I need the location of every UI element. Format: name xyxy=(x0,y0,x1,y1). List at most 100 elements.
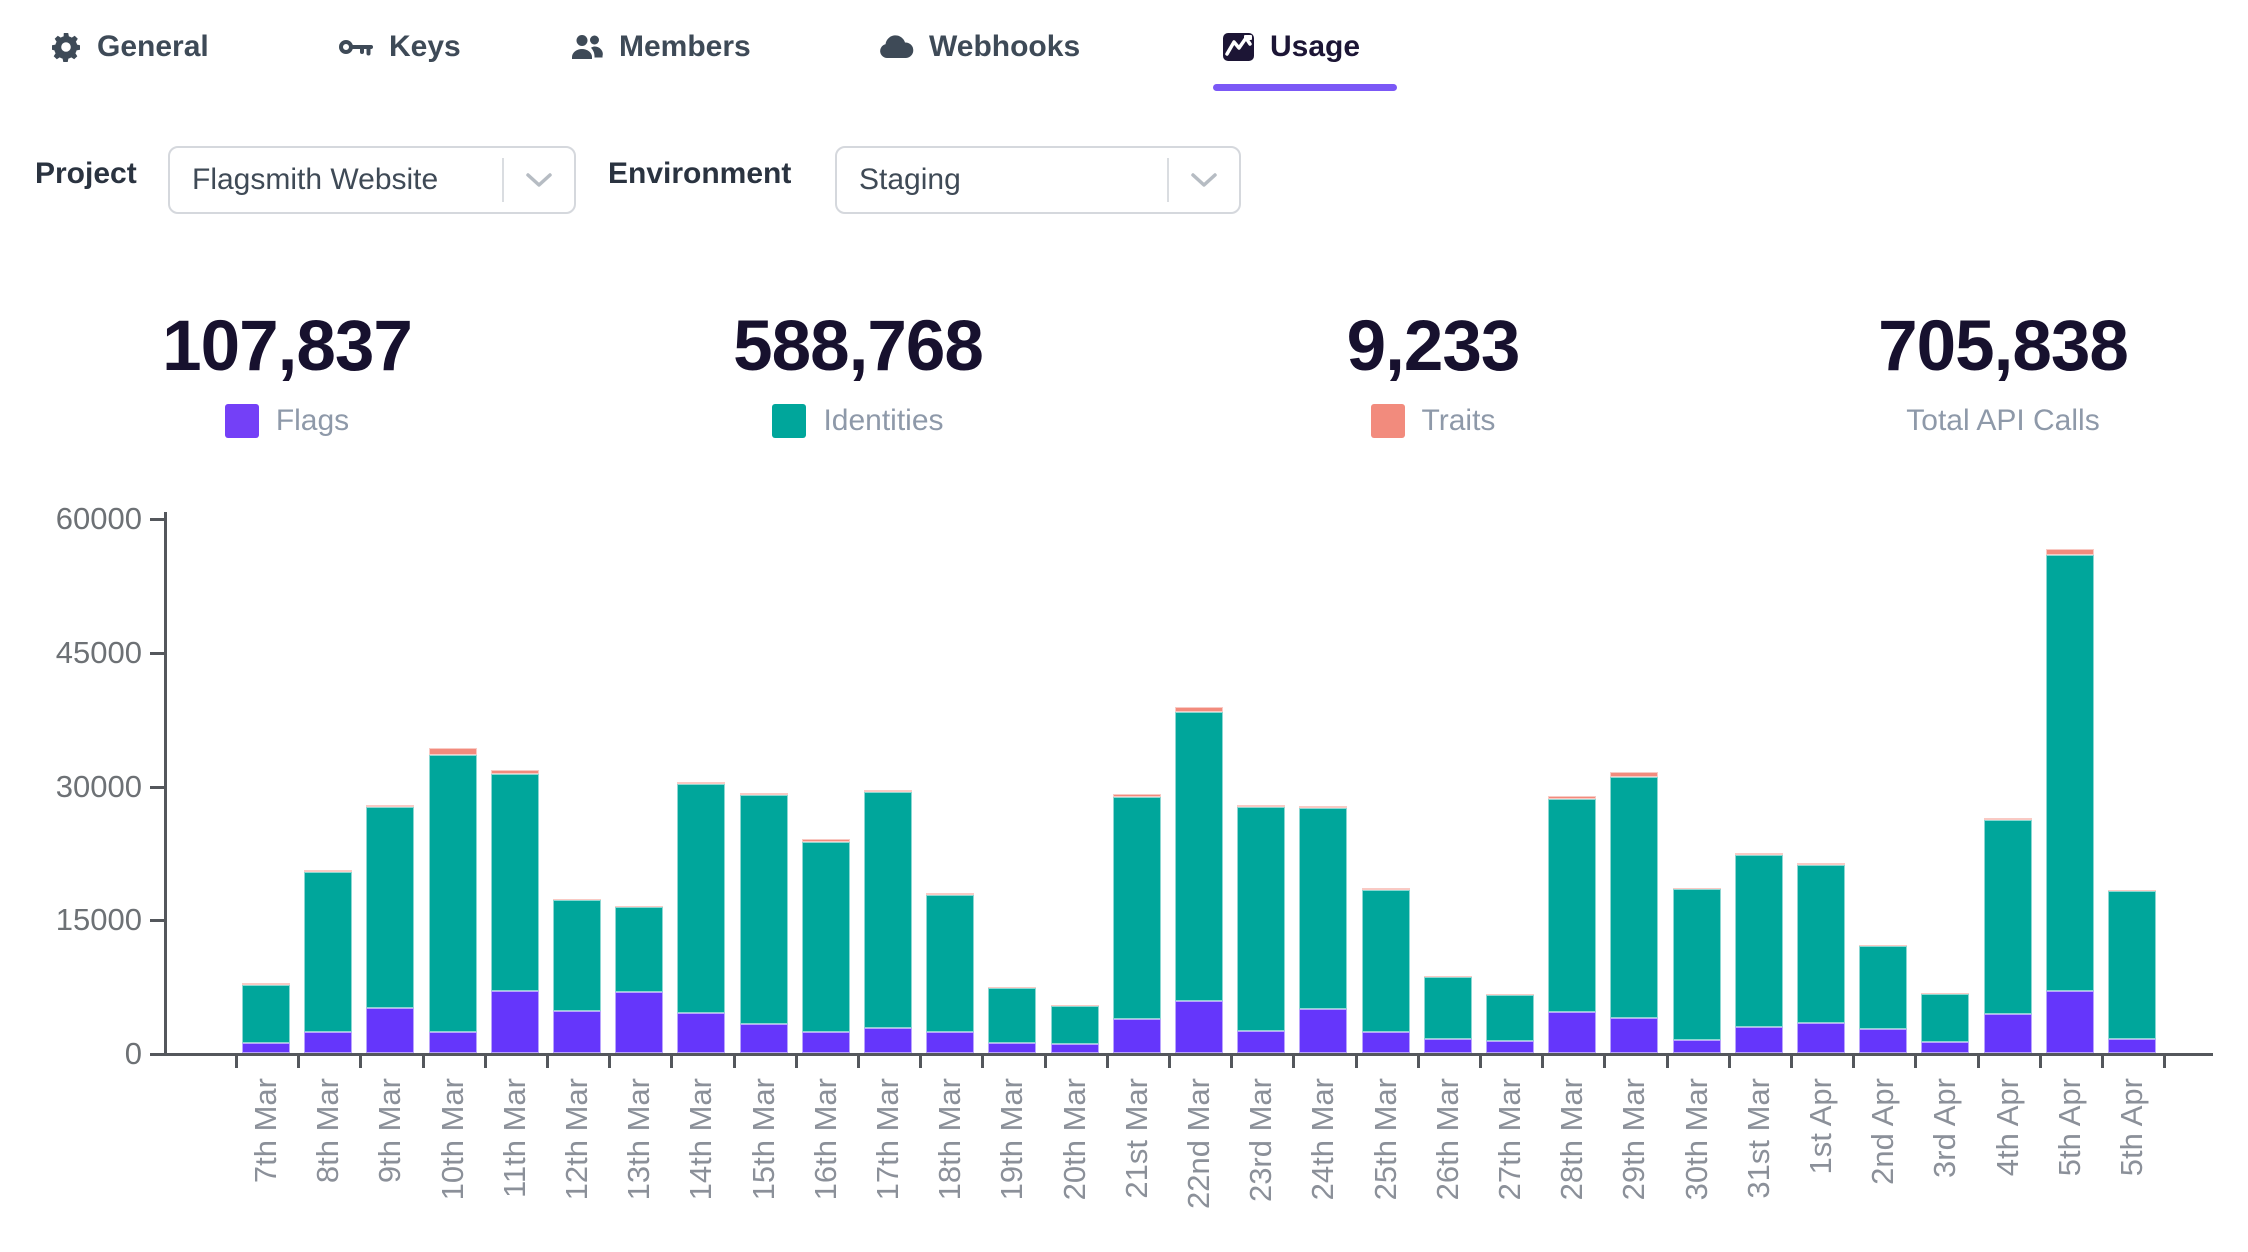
bar-18th-mar[interactable] xyxy=(926,893,975,1053)
stat-card-flags: 107,837 Flags xyxy=(57,307,517,439)
bar-segment-identities xyxy=(1050,1005,1099,1045)
bar-29th-mar[interactable] xyxy=(1610,772,1659,1053)
bar-5th-apr[interactable] xyxy=(2045,549,2094,1053)
chevron-down-icon[interactable] xyxy=(1169,171,1239,189)
bar-27th-mar[interactable] xyxy=(1486,994,1534,1053)
bar-segment-traits xyxy=(490,770,539,774)
bar-segment-flags xyxy=(1859,1028,1908,1053)
bar-25th-mar[interactable] xyxy=(1361,888,1410,1053)
gear-icon xyxy=(50,31,82,63)
bar-16th-mar[interactable] xyxy=(801,839,850,1053)
x-axis-label: 13th Mar xyxy=(621,1078,657,1201)
bar-17th-mar[interactable] xyxy=(864,789,912,1053)
x-axis-label: 18th Mar xyxy=(932,1078,968,1201)
bar-segment-traits xyxy=(615,905,664,908)
bar-3rd-apr[interactable] xyxy=(1921,993,1970,1053)
bar-segment-flags xyxy=(1672,1040,1721,1053)
bar-segment-traits xyxy=(1486,994,1534,995)
y-axis-tick-label: 15000 xyxy=(55,902,142,938)
tab-keys[interactable]: Keys xyxy=(338,22,461,72)
bar-9th-mar[interactable] xyxy=(366,805,415,1053)
stat-card-traits: 9,233 Traits xyxy=(1203,307,1663,439)
x-axis-label: 3rd Apr xyxy=(1927,1078,1963,1178)
bar-31st-mar[interactable] xyxy=(1734,853,1783,1053)
bar-22nd-mar[interactable] xyxy=(1175,707,1223,1053)
tab-general[interactable]: General xyxy=(50,22,209,72)
bar-segment-flags xyxy=(1610,1018,1659,1053)
y-axis-tick xyxy=(150,1053,164,1056)
x-axis-label: 14th Mar xyxy=(683,1078,719,1201)
bar-segment-identities xyxy=(1859,946,1908,1029)
bar-11th-mar[interactable] xyxy=(490,770,539,1053)
bar-segment-flags xyxy=(1423,1038,1472,1053)
bar-2nd-apr[interactable] xyxy=(1859,945,1908,1053)
legend-swatch xyxy=(1370,404,1405,439)
bar-4th-apr[interactable] xyxy=(1983,817,2032,1053)
tab-label: Members xyxy=(619,30,751,63)
bar-13th-mar[interactable] xyxy=(615,905,664,1053)
bar-14th-mar[interactable] xyxy=(677,781,726,1053)
bar-segment-identities xyxy=(677,784,726,1013)
y-axis-line xyxy=(164,512,167,1056)
environment-select-value: Staging xyxy=(859,163,961,196)
chart-icon xyxy=(1222,32,1255,62)
x-axis-tick xyxy=(608,1056,612,1068)
bar-26th-mar[interactable] xyxy=(1423,976,1472,1053)
bar-segment-flags xyxy=(2045,990,2094,1053)
y-axis-tick-label: 45000 xyxy=(55,634,142,670)
bar-21st-mar[interactable] xyxy=(1112,794,1161,1053)
chevron-down-icon[interactable] xyxy=(504,171,574,189)
bar-5th-apr[interactable] xyxy=(2108,889,2156,1053)
x-axis-label: 21st Mar xyxy=(1118,1078,1154,1199)
x-axis-tick xyxy=(1789,1056,1793,1068)
legend-swatch xyxy=(772,404,807,439)
bar-segment-identities xyxy=(1486,994,1534,1041)
bar-segment-identities xyxy=(553,900,601,1012)
bar-segment-identities xyxy=(1548,798,1597,1012)
bar-12th-mar[interactable] xyxy=(553,898,601,1053)
x-axis-tick xyxy=(2163,1056,2167,1068)
bar-24th-mar[interactable] xyxy=(1299,806,1348,1053)
bar-segment-flags xyxy=(615,992,664,1053)
x-axis-tick xyxy=(670,1056,674,1068)
x-axis-tick xyxy=(1105,1056,1109,1068)
bar-20th-mar[interactable] xyxy=(1050,1004,1099,1053)
bar-10th-mar[interactable] xyxy=(428,748,477,1053)
bar-segment-identities xyxy=(988,987,1037,1044)
bar-28th-mar[interactable] xyxy=(1548,796,1597,1053)
bar-segment-traits xyxy=(1983,817,2032,821)
bar-segment-traits xyxy=(2045,549,2094,556)
x-axis-tick xyxy=(1852,1056,1856,1068)
bar-30th-mar[interactable] xyxy=(1672,888,1721,1053)
bar-segment-traits xyxy=(1423,976,1472,978)
environment-select[interactable]: Staging xyxy=(835,146,1241,214)
x-axis-tick xyxy=(1230,1056,1234,1068)
bar-1st-apr[interactable] xyxy=(1797,863,1845,1053)
x-axis-label: 28th Mar xyxy=(1554,1078,1590,1201)
x-axis-label: 26th Mar xyxy=(1429,1078,1465,1201)
bar-8th-mar[interactable] xyxy=(304,870,353,1053)
bar-segment-identities xyxy=(864,792,912,1029)
bar-19th-mar[interactable] xyxy=(988,987,1037,1053)
x-axis-label: 23rd Mar xyxy=(1243,1078,1279,1203)
x-axis-tick xyxy=(856,1056,860,1068)
tab-usage[interactable]: Usage xyxy=(1222,22,1360,72)
x-axis-tick xyxy=(732,1056,736,1068)
bar-15th-mar[interactable] xyxy=(739,792,788,1053)
x-axis-label: 29th Mar xyxy=(1616,1078,1652,1201)
x-axis-tick xyxy=(1292,1056,1296,1068)
bar-segment-traits xyxy=(1921,993,1970,994)
bar-segment-flags xyxy=(1486,1040,1534,1053)
bar-7th-mar[interactable] xyxy=(242,983,290,1053)
tab-webhooks[interactable]: Webhooks xyxy=(878,22,1080,72)
bar-segment-identities xyxy=(1797,865,1845,1023)
bar-segment-traits xyxy=(1361,888,1410,890)
project-select[interactable]: Flagsmith Website xyxy=(168,146,576,214)
key-icon xyxy=(338,34,374,60)
bar-23rd-mar[interactable] xyxy=(1237,805,1286,1053)
active-tab-underline xyxy=(1213,84,1397,91)
tab-members[interactable]: Members xyxy=(570,22,751,72)
bar-segment-flags xyxy=(1175,1001,1223,1053)
x-axis-label: 9th Mar xyxy=(372,1078,408,1184)
